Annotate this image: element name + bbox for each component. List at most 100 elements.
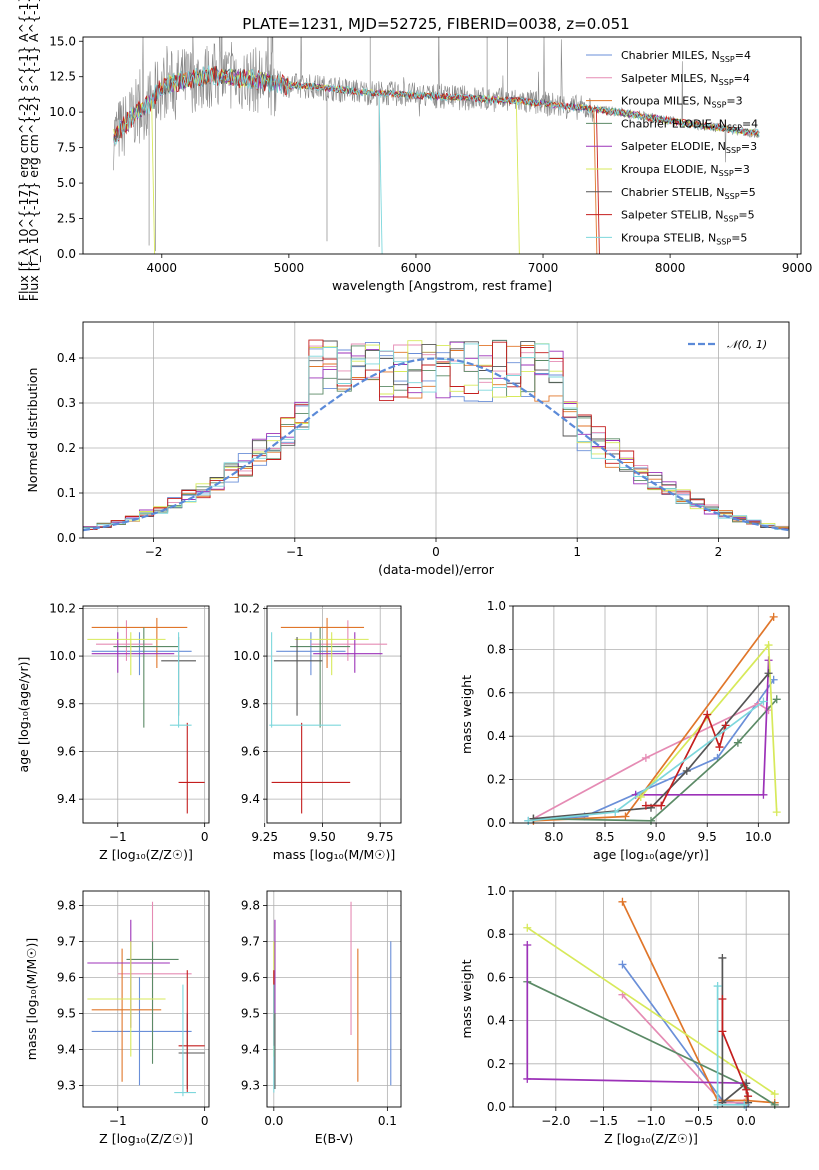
axes-frame — [266, 890, 402, 1108]
weight-marker — [621, 812, 630, 821]
mass_vs_Z-panel: −1 0 9.3 9.4 9.5 9.6 9.7 9.8 Z [log₁₀(Z/Z☉)] mass… — [24, 890, 210, 1146]
axes-frame — [512, 605, 790, 824]
errorbar-kroupa-stelib — [269, 632, 341, 728]
legend-suffix: =5 — [738, 209, 754, 222]
axes-frame — [82, 605, 210, 824]
legend-suffix: =5 — [740, 186, 756, 199]
y-tick-label: 9.4 — [57, 792, 76, 806]
weight_vs_Z-plot — [523, 897, 779, 1109]
y-tick-label: 0.4 — [487, 729, 506, 743]
errorbar-chabrier-miles — [91, 977, 192, 1086]
mass_vs_Z-plot — [87, 901, 205, 1097]
y-tick-label: 7.5 — [57, 141, 76, 155]
normal-curve — [83, 357, 789, 532]
legend-sub: SSP — [716, 237, 731, 246]
x-tick-label: 1 — [573, 545, 581, 559]
legend-sub: SSP — [726, 146, 741, 155]
legend-sub: SSP — [725, 192, 740, 201]
legend-sub: SSP — [711, 101, 726, 110]
weight-marker — [523, 941, 532, 949]
y-tick-label: 12.5 — [49, 70, 76, 84]
x-tick-label: 0.1 — [378, 1114, 397, 1128]
y-tick-label: 0.0 — [57, 247, 76, 261]
y-tick-label: 9.3 — [241, 1078, 260, 1092]
weight-marker — [618, 897, 627, 906]
errorbar-kroupa-stelib — [169, 632, 192, 728]
age_vs_Z-plot — [87, 617, 205, 814]
legend-label: Chabrier MILES, N — [621, 49, 720, 62]
weight_vs_age-panel: 8.0 8.5 9.0 9.5 10.0 0.0 0.2 0.4 0.6 0.8 1.0 age [l… — [459, 599, 790, 862]
x-tick-label: 8.0 — [544, 830, 563, 844]
x-tick-label: −1.5 — [589, 1114, 618, 1128]
weight-marker — [764, 641, 773, 650]
errorbar-kroupa-miles — [280, 617, 365, 668]
weight-marker — [524, 816, 533, 825]
errorbar-salpeter-stelib — [271, 722, 351, 814]
weight-marker — [770, 1090, 779, 1099]
y-tick-label: 10.0 — [233, 649, 260, 663]
legend-sub: SSP — [719, 169, 734, 178]
x-axis-label: wavelength [Angstrom, rest frame] — [332, 278, 552, 293]
x-tick-label: 0.0 — [264, 1114, 283, 1128]
weight-marker — [733, 738, 742, 747]
x-tick-label: −1 — [109, 1114, 127, 1128]
y-tick-label: 0.3 — [57, 396, 76, 410]
x-axis-label: Z [log₁₀(Z/Z☉)] — [99, 1131, 193, 1146]
legend-entry-chabrier-elodie: Chabrier ELODIE, NSSP=4 — [621, 117, 758, 132]
x-tick-label: −1.0 — [636, 1114, 665, 1128]
weight-marker — [523, 1074, 532, 1083]
y-tick-label: 0.6 — [487, 970, 506, 984]
weight-marker — [759, 790, 768, 799]
x-tick-label: 5000 — [274, 261, 305, 275]
figure-title: PLATE=1231, MJD=52725, FIBERID=0038, z=0… — [242, 15, 629, 33]
weight-line-kroupa-stelib — [524, 697, 768, 825]
residuals-plot — [83, 339, 789, 532]
weight-marker — [523, 923, 532, 932]
y-tick-label: 5.0 — [57, 176, 76, 190]
weight_vs_age-plot — [524, 612, 781, 825]
weight-marker — [647, 816, 655, 825]
weight-line — [533, 616, 775, 822]
weight-line-chabrier-stelib — [529, 669, 773, 823]
axes-frame — [512, 890, 790, 1108]
x-tick-label: −2.0 — [541, 1114, 570, 1128]
y-tick-label: 0.6 — [487, 686, 506, 700]
y-tick-label: 9.5 — [241, 1006, 260, 1020]
weight-line — [532, 702, 770, 820]
weight-marker — [703, 710, 712, 719]
legend-suffix: =3 — [734, 163, 750, 176]
axes-frame — [266, 605, 402, 824]
x-axis-label: age [log₁₀(age/yr)] — [593, 847, 709, 862]
x-tick-label: 9.5 — [698, 830, 717, 844]
y-tick-label: 9.6 — [241, 744, 260, 758]
y-tick-label: 9.4 — [57, 1042, 76, 1056]
weight_vs_Z-panel: −2.0 −1.5 −1.0 −0.5 0.0 0.0 0.2 0.4 0.6 0.8 1.0 Z [… — [459, 884, 790, 1146]
weight-line — [533, 698, 778, 822]
hist-kroupa-stelib — [83, 343, 789, 532]
legend-suffix: =4 — [735, 49, 751, 62]
weight-marker — [742, 1085, 751, 1094]
age_vs_mass-panel: 9.25 9.50 9.75 9.4 9.6 9.8 10.0 10.2 mass [log₁₀… — [233, 601, 402, 862]
y-tick-label: 0.2 — [487, 773, 506, 787]
x-tick-label: 8.5 — [595, 830, 614, 844]
y-tick-label: 0.0 — [57, 531, 76, 545]
x-axis-label: mass [log₁₀(M/M☉)] — [273, 847, 395, 862]
x-tick-label: −0.5 — [684, 1114, 713, 1128]
legend-suffix: =4 — [734, 72, 750, 85]
y-axis-label: Flux [f_λ 10^{-17} erg cm^{-2} s^{-1} A^… — [26, 0, 41, 301]
errorbar-chabrier-elodie — [113, 627, 179, 728]
weight-marker — [772, 695, 781, 704]
axes-frame — [82, 36, 802, 255]
mass_vs_ebv-panel: 0.0 0.1 9.3 9.4 9.5 9.6 9.7 9.8 E(B-V) — [241, 890, 402, 1146]
weight-marker — [770, 1100, 779, 1109]
legend-entry-salpeter-miles: Salpeter MILES, NSSP=4 — [621, 72, 750, 87]
x-tick-label: 2 — [715, 545, 723, 559]
errorbar-chabrier-elodie — [290, 627, 351, 728]
x-tick-label: 0 — [432, 545, 440, 559]
y-axis-label: Flux [f_λ 10^{-17} erg cm^{-2} s^{-1} A^… — [16, 0, 31, 301]
y-tick-label: 9.6 — [57, 744, 76, 758]
errorbar-kroupa-miles — [91, 948, 162, 1082]
legend-suffix: =3 — [726, 95, 742, 108]
x-tick-label: 10.0 — [745, 830, 772, 844]
